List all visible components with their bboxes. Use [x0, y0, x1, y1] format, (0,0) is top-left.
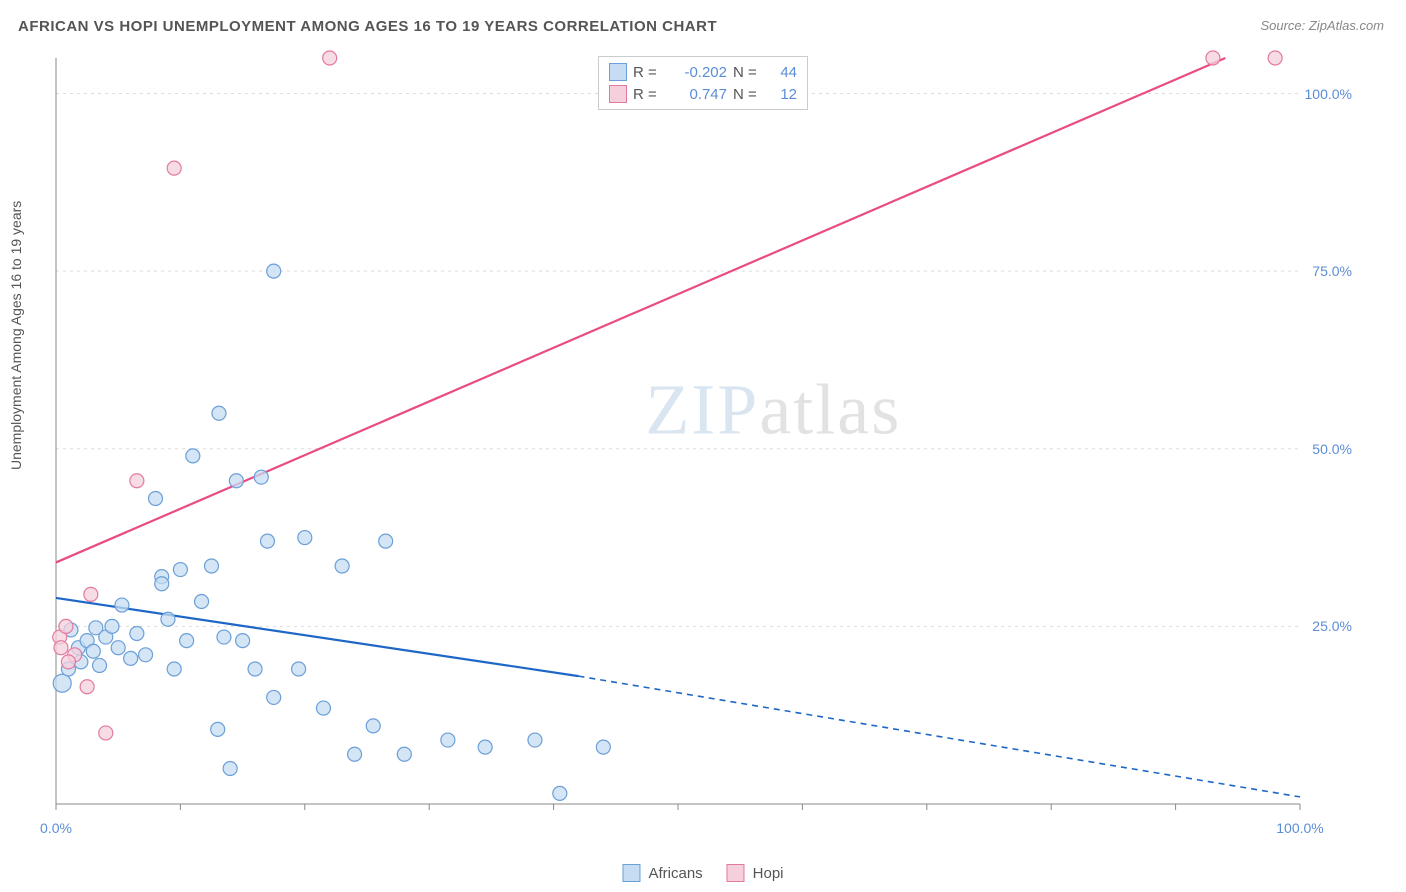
legend-row-hopi: R = 0.747 N = 12	[609, 83, 797, 105]
scatter-chart	[50, 50, 1370, 842]
y-tick-label: 75.0%	[1312, 263, 1352, 279]
legend-swatch-africans	[609, 63, 627, 81]
n-value-africans: 44	[767, 64, 797, 81]
y-axis-label: Unemployment Among Ages 16 to 19 years	[8, 201, 24, 470]
legend-item-africans: Africans	[622, 864, 702, 882]
y-tick-label: 25.0%	[1312, 618, 1352, 634]
r-label: R =	[633, 64, 661, 81]
y-tick-label: 50.0%	[1312, 441, 1352, 457]
plot-area: 25.0%50.0%75.0%100.0%0.0%100.0%	[50, 50, 1370, 842]
n-value-hopi: 12	[767, 86, 797, 103]
legend-label: Hopi	[753, 865, 784, 882]
x-tick-label: 0.0%	[40, 820, 72, 836]
legend-swatch-hopi	[609, 85, 627, 103]
y-tick-label: 100.0%	[1305, 86, 1352, 102]
source-attribution: Source: ZipAtlas.com	[1260, 18, 1384, 33]
x-tick-label: 100.0%	[1276, 820, 1323, 836]
n-label: N =	[733, 86, 761, 103]
n-label: N =	[733, 64, 761, 81]
series-legend: Africans Hopi	[622, 864, 783, 882]
legend-swatch-africans	[622, 864, 640, 882]
legend-label: Africans	[648, 865, 702, 882]
legend-row-africans: R = -0.202 N = 44	[609, 61, 797, 83]
legend-item-hopi: Hopi	[727, 864, 784, 882]
r-label: R =	[633, 86, 661, 103]
r-value-hopi: 0.747	[667, 86, 727, 103]
r-value-africans: -0.202	[667, 64, 727, 81]
chart-title: AFRICAN VS HOPI UNEMPLOYMENT AMONG AGES …	[18, 18, 717, 35]
correlation-legend: R = -0.202 N = 44 R = 0.747 N = 12	[598, 56, 808, 110]
legend-swatch-hopi	[727, 864, 745, 882]
